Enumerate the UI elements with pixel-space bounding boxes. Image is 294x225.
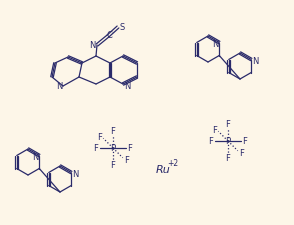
Text: F: F	[93, 144, 98, 153]
Text: S: S	[119, 22, 125, 31]
Text: +2: +2	[168, 159, 178, 168]
Text: F: F	[212, 125, 217, 134]
Text: N: N	[56, 82, 62, 91]
Text: F: F	[243, 137, 248, 146]
Text: N: N	[89, 40, 95, 49]
Text: N: N	[124, 82, 130, 91]
Text: F: F	[111, 161, 116, 170]
Text: Ru: Ru	[156, 164, 171, 174]
Text: N: N	[252, 57, 258, 66]
Text: F: F	[208, 137, 213, 146]
Text: N: N	[212, 40, 218, 49]
Text: F: F	[128, 144, 132, 153]
Text: F: F	[239, 148, 244, 157]
Text: C: C	[106, 31, 112, 40]
Text: N: N	[72, 169, 78, 178]
Text: F: F	[225, 154, 230, 163]
Text: F: F	[225, 120, 230, 129]
Text: P: P	[111, 144, 116, 153]
Text: P: P	[225, 137, 230, 146]
Text: N: N	[32, 152, 39, 161]
Text: F: F	[111, 127, 116, 136]
Text: F: F	[124, 155, 129, 164]
Text: F: F	[97, 132, 102, 141]
